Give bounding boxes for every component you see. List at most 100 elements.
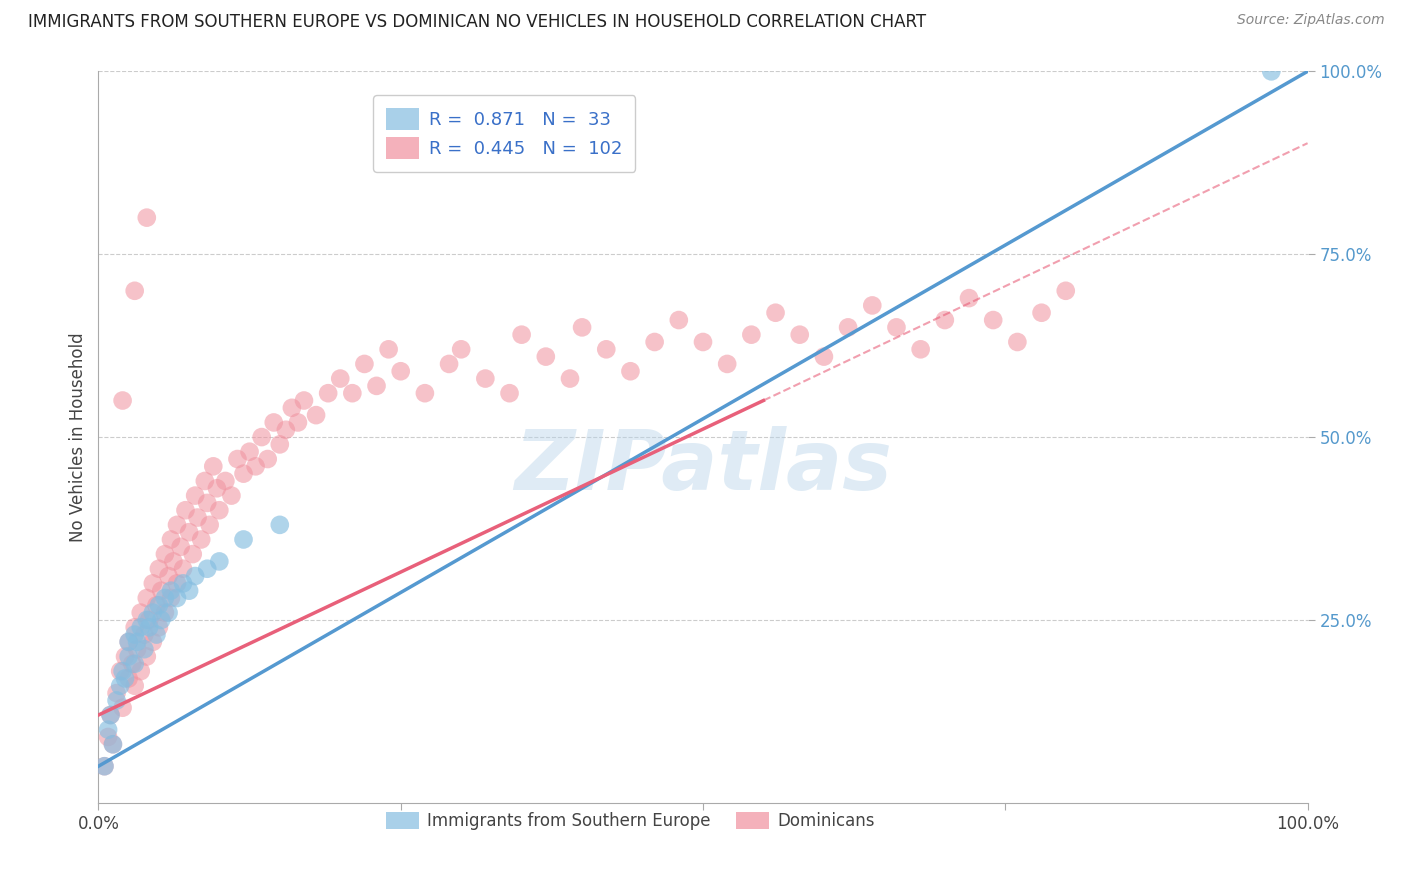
Point — [148, 562, 170, 576]
Point — [150, 583, 173, 598]
Point — [118, 649, 141, 664]
Point — [205, 481, 228, 495]
Point — [118, 635, 141, 649]
Point — [153, 591, 176, 605]
Point — [108, 679, 131, 693]
Point — [194, 474, 217, 488]
Point — [135, 613, 157, 627]
Point — [100, 708, 122, 723]
Point — [226, 452, 249, 467]
Point — [221, 489, 243, 503]
Point — [287, 416, 309, 430]
Point — [166, 517, 188, 532]
Point — [127, 642, 149, 657]
Point — [172, 576, 194, 591]
Point — [150, 613, 173, 627]
Point — [111, 393, 134, 408]
Point — [142, 606, 165, 620]
Point — [148, 599, 170, 613]
Point — [111, 700, 134, 714]
Point — [124, 620, 146, 634]
Point — [202, 459, 225, 474]
Point — [153, 606, 176, 620]
Point — [957, 291, 980, 305]
Point — [142, 576, 165, 591]
Point — [114, 649, 136, 664]
Point — [172, 562, 194, 576]
Point — [166, 576, 188, 591]
Point — [160, 591, 183, 605]
Point — [571, 320, 593, 334]
Point — [274, 423, 297, 437]
Point — [292, 393, 315, 408]
Point — [619, 364, 641, 378]
Point — [169, 540, 191, 554]
Point — [124, 657, 146, 671]
Point — [644, 334, 666, 349]
Point — [108, 664, 131, 678]
Point — [813, 350, 835, 364]
Point — [179, 583, 201, 598]
Point — [329, 371, 352, 385]
Point — [534, 350, 557, 364]
Point — [97, 730, 120, 744]
Point — [981, 313, 1004, 327]
Point — [232, 533, 254, 547]
Point — [166, 591, 188, 605]
Point — [138, 620, 160, 634]
Point — [190, 533, 212, 547]
Point — [97, 723, 120, 737]
Point — [138, 613, 160, 627]
Point — [860, 298, 883, 312]
Point — [118, 672, 141, 686]
Point — [316, 386, 339, 401]
Point — [558, 371, 581, 385]
Point — [263, 416, 285, 430]
Point — [232, 467, 254, 481]
Point — [135, 591, 157, 605]
Point — [124, 679, 146, 693]
Point — [450, 343, 472, 357]
Point — [101, 737, 124, 751]
Point — [595, 343, 617, 357]
Point — [111, 664, 134, 678]
Point — [437, 357, 460, 371]
Text: IMMIGRANTS FROM SOUTHERN EUROPE VS DOMINICAN NO VEHICLES IN HOUSEHOLD CORRELATIO: IMMIGRANTS FROM SOUTHERN EUROPE VS DOMIN… — [28, 13, 927, 31]
Point — [886, 320, 908, 334]
Point — [121, 657, 143, 671]
Point — [305, 408, 328, 422]
Y-axis label: No Vehicles in Household: No Vehicles in Household — [69, 332, 87, 542]
Point — [145, 627, 167, 641]
Point — [510, 327, 533, 342]
Point — [100, 708, 122, 723]
Point — [1054, 284, 1077, 298]
Point — [789, 327, 811, 342]
Point — [198, 517, 221, 532]
Point — [160, 533, 183, 547]
Point — [765, 306, 787, 320]
Point — [134, 642, 156, 657]
Point — [142, 635, 165, 649]
Point — [114, 672, 136, 686]
Point — [208, 554, 231, 568]
Point — [692, 334, 714, 349]
Point — [129, 620, 152, 634]
Point — [127, 635, 149, 649]
Point — [174, 503, 197, 517]
Point — [184, 569, 207, 583]
Point — [837, 320, 859, 334]
Point — [135, 211, 157, 225]
Point — [101, 737, 124, 751]
Point — [157, 569, 180, 583]
Point — [134, 627, 156, 641]
Point — [353, 357, 375, 371]
Point — [498, 386, 520, 401]
Point — [716, 357, 738, 371]
Point — [195, 562, 218, 576]
Point — [668, 313, 690, 327]
Point — [413, 386, 436, 401]
Point — [214, 474, 236, 488]
Point — [245, 459, 267, 474]
Point — [740, 327, 762, 342]
Point — [1260, 64, 1282, 78]
